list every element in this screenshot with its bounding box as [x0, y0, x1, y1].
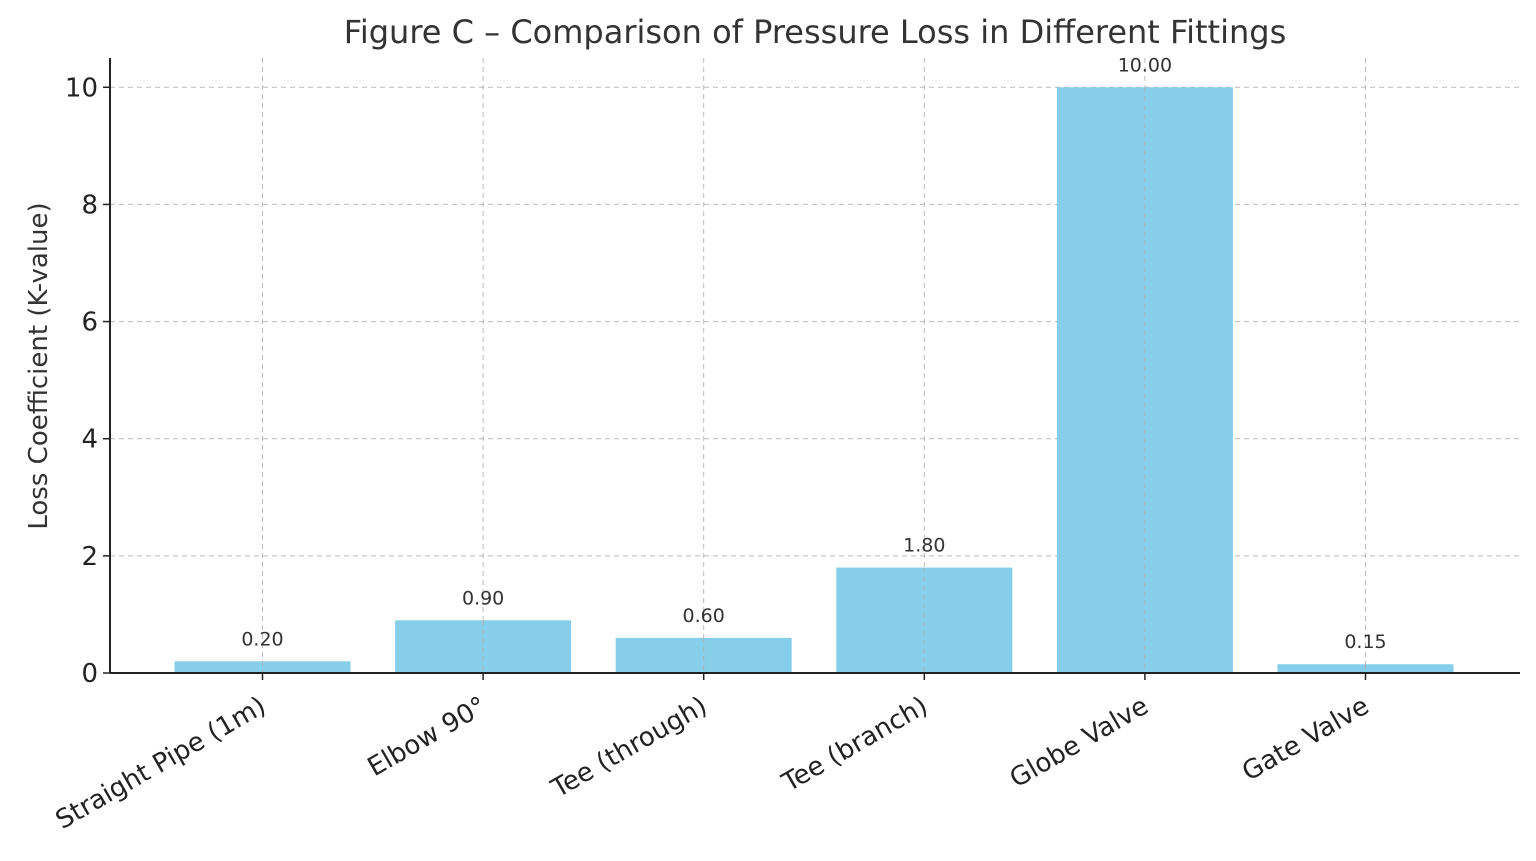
x-tick-label: Elbow 90° — [363, 691, 492, 783]
bar — [395, 620, 572, 673]
y-tick-label: 8 — [81, 190, 98, 220]
x-tick-label: Globe Valve — [1005, 691, 1154, 794]
data-label: 0.60 — [683, 605, 725, 627]
y-axis-label: Loss Coefficient (K-value) — [24, 202, 54, 529]
y-tick-label: 4 — [81, 425, 98, 455]
y-tick-label: 10 — [65, 73, 98, 103]
y-tick-label: 0 — [81, 659, 98, 689]
x-tick-label: Tee (branch) — [777, 691, 934, 799]
grid-layer — [110, 58, 1520, 673]
bar — [836, 567, 1013, 673]
x-tick-label: Gate Valve — [1237, 691, 1374, 787]
x-tick-label: Tee (through) — [546, 691, 713, 805]
data-label: 0.90 — [462, 587, 504, 609]
bar — [174, 661, 351, 673]
data-label: 10.00 — [1118, 54, 1172, 76]
axes-layer — [103, 58, 1520, 680]
data-label: 0.20 — [241, 628, 283, 650]
x-tick-label: Straight Pipe (1m) — [51, 691, 271, 836]
chart-title: Figure C – Comparison of Pressure Loss i… — [344, 13, 1286, 51]
bars-layer — [174, 87, 1454, 674]
data-label: 0.15 — [1344, 631, 1386, 653]
y-tick-label: 2 — [81, 542, 98, 572]
data-label: 1.80 — [903, 535, 945, 557]
y-tick-label: 6 — [81, 308, 98, 338]
